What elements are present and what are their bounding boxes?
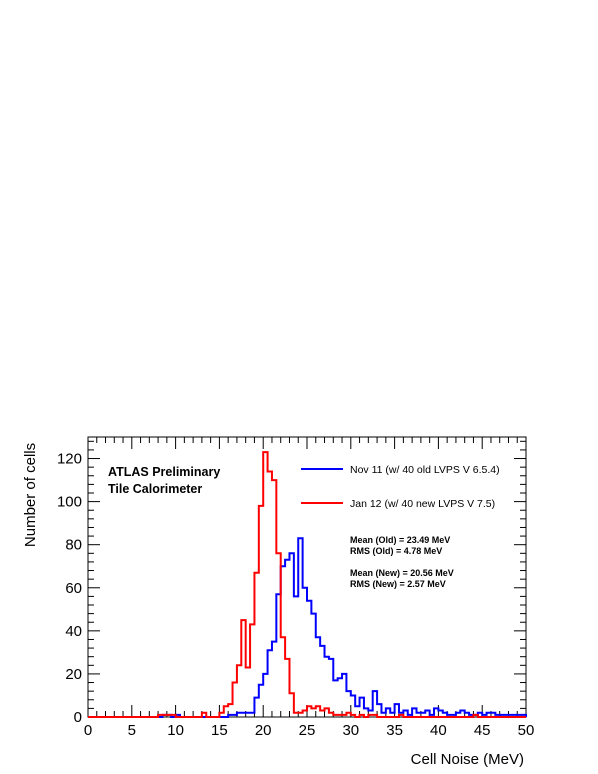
x-tick-label: 15 [211,722,228,739]
plot-frame [87,436,527,718]
series-old-histogram [88,537,527,718]
mean-new-label: Mean (New) = 20.56 MeV [350,568,454,578]
experiment-label: ATLAS Preliminary [108,465,220,479]
rms-new-label: RMS (New) = 2.57 MeV [350,579,446,589]
x-tick-label: 45 [474,722,491,739]
mean-old-label: Mean (Old) = 23.49 MeV [350,535,450,545]
y-tick-label: 80 [65,537,82,554]
x-tick-label: 35 [386,722,403,739]
x-tick-label: 5 [128,722,136,739]
y-tick-label: 0 [74,709,82,726]
x-tick-label: 10 [167,722,184,739]
x-axis-label: Cell Noise (MeV) [411,751,524,768]
detector-label: Tile Calorimeter [108,482,202,496]
y-tick-label: 100 [57,494,82,511]
legend-label-new: Jan 12 (w/ 40 new LVPS V 7.5) [350,498,495,510]
legend-label-old: Nov 11 (w/ 40 old LVPS V 6.5.4) [350,464,500,476]
x-tick-label: 50 [518,722,535,739]
y-tick-label: 60 [65,580,82,597]
y-axis-label: Number of cells [22,443,39,547]
x-tick-label: 25 [299,722,316,739]
y-tick-label: 120 [57,451,82,468]
plot-area: 0 5 10 15 20 25 30 35 40 45 50 0 20 40 60 80 100 120 [57,436,535,739]
series-new-histogram [88,451,526,718]
x-tick-label: 20 [255,722,272,739]
y-tick-label: 40 [65,623,82,640]
rms-old-label: RMS (Old) = 4.78 MeV [350,546,442,556]
x-tick-label: 40 [430,722,447,739]
x-tick-label: 30 [342,722,359,739]
y-tick-label: 20 [65,666,82,683]
x-tick-label: 0 [84,722,92,739]
